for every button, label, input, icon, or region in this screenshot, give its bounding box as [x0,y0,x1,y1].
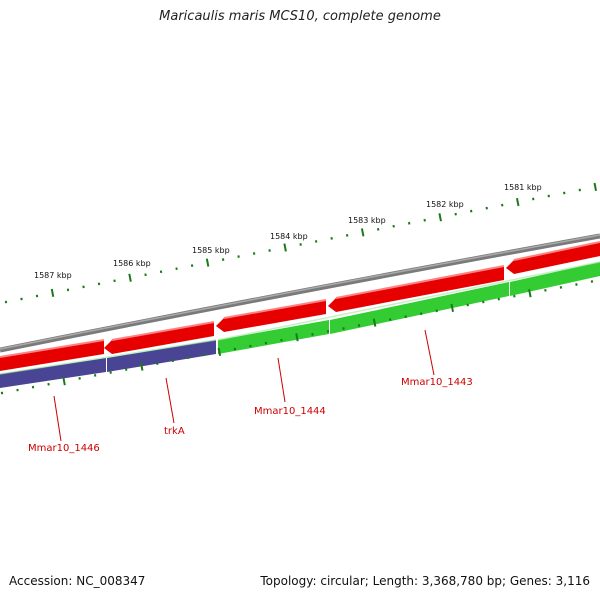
gene-arrow[interactable] [506,242,600,274]
scale-label: 1581 kbp [504,183,542,192]
accession-text: Accession: NC_008347 [9,574,146,588]
scale-labels: 1581 kbp 1582 kbp 1583 kbp 1584 kbp 1585… [34,183,542,280]
map-title: Maricaulis maris MCS10, complete genome [159,9,441,24]
scale-label: 1587 kbp [34,271,72,280]
gene-arrow[interactable] [216,300,326,332]
major-tick [283,243,287,252]
gene-arrow[interactable] [107,340,216,372]
gene-arrow[interactable] [218,320,329,354]
gene-arrow[interactable] [104,322,214,354]
scale-label: 1586 kbp [113,259,151,268]
gene-arrow[interactable] [0,340,104,371]
gene-label[interactable]: trkA [164,426,185,437]
scale-label: 1583 kbp [348,216,386,225]
gene-labels: Mmar10_1443 Mmar10_1444 trkA Mmar10_1446 [28,377,473,454]
major-tick [140,362,144,371]
major-tick [450,303,454,313]
major-tick [593,182,598,192]
major-tick [528,289,532,298]
gene-label[interactable]: Mmar10_1446 [28,443,100,454]
inner-scale [0,280,594,395]
gene-label[interactable]: Mmar10_1444 [254,406,326,417]
gene-arrow[interactable] [0,358,106,388]
major-tick [217,347,222,357]
outer-scale [4,182,598,304]
forward-strand-genes [0,241,600,371]
major-tick [62,377,66,386]
major-tick [360,228,365,237]
genome-backbone [0,233,600,353]
gene-label[interactable]: Mmar10_1443 [401,377,473,388]
gene-arrow[interactable] [328,266,504,312]
major-tick [515,197,520,207]
major-tick [438,213,442,222]
major-tick [295,333,299,342]
major-tick [372,318,377,327]
genome-summary-text: Topology: circular; Length: 3,368,780 bp… [260,574,590,588]
scale-label: 1584 kbp [270,232,308,241]
major-tick [205,258,210,267]
major-tick [128,273,132,282]
gene-label-leaders [53,329,435,442]
scale-label: 1585 kbp [192,246,230,255]
scale-label: 1582 kbp [426,200,464,209]
major-tick [50,288,55,298]
gene-arrow[interactable] [510,262,600,296]
reverse-strand-genes [0,261,600,388]
